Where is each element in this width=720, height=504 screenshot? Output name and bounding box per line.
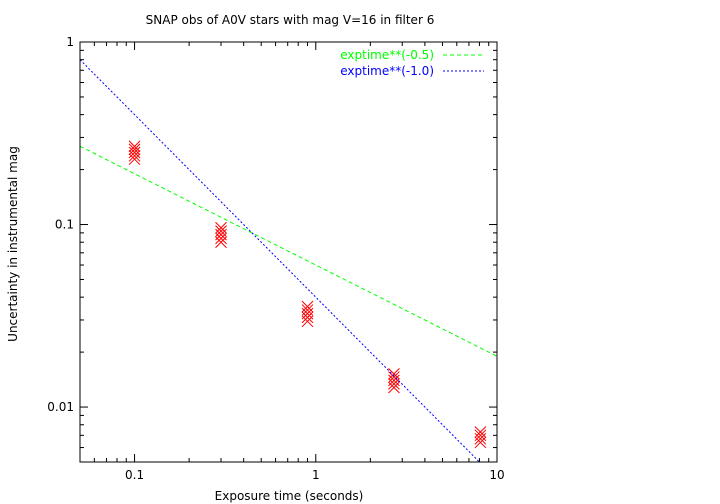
data-point bbox=[388, 371, 400, 383]
data-point bbox=[128, 143, 141, 156]
data-point bbox=[215, 225, 227, 237]
chart-title: SNAP obs of A0V stars with mag V=16 in f… bbox=[146, 13, 435, 27]
data-point-stroke bbox=[128, 140, 141, 153]
data-point bbox=[388, 368, 400, 380]
data-point bbox=[128, 149, 141, 162]
x-tick-label: 10 bbox=[489, 468, 504, 482]
legend: exptime**(-0.5) exptime**(-1.0) bbox=[340, 48, 484, 78]
legend-label: exptime**(-1.0) bbox=[340, 64, 434, 78]
series-line bbox=[80, 59, 481, 462]
y-tick-label: 0.1 bbox=[55, 218, 74, 232]
data-point-stroke bbox=[128, 143, 141, 156]
data-point bbox=[301, 304, 314, 316]
data-point-stroke bbox=[388, 374, 400, 387]
data-point bbox=[474, 426, 487, 438]
data-point bbox=[128, 140, 141, 153]
plot-area bbox=[79, 41, 498, 463]
y-tick-label: 1 bbox=[66, 35, 74, 49]
data-point-stroke bbox=[128, 146, 141, 159]
data-point-stroke bbox=[474, 429, 487, 442]
x-axis-label: Exposure time (seconds) bbox=[215, 489, 364, 503]
data-point bbox=[128, 146, 141, 159]
data-point-stroke bbox=[388, 371, 400, 383]
series-line bbox=[80, 145, 497, 357]
data-point bbox=[301, 300, 314, 313]
data-point bbox=[474, 429, 487, 442]
legend-label: exptime**(-0.5) bbox=[340, 48, 434, 62]
x-tick-label: 1 bbox=[312, 468, 320, 482]
data-point bbox=[215, 221, 227, 234]
data-point-stroke bbox=[301, 300, 314, 313]
y-axis-label: Uncertainty in instrumental mag bbox=[6, 146, 20, 342]
data-point-stroke bbox=[215, 225, 227, 237]
x-tick-label: 0.1 bbox=[125, 468, 144, 482]
data-point-stroke bbox=[301, 304, 314, 316]
data-point-stroke bbox=[215, 221, 227, 234]
data-point bbox=[388, 374, 400, 387]
y-tick-label: 0.01 bbox=[47, 400, 74, 414]
data-point-stroke bbox=[128, 149, 141, 162]
data-point-stroke bbox=[474, 426, 487, 438]
data-point-stroke bbox=[388, 368, 400, 380]
